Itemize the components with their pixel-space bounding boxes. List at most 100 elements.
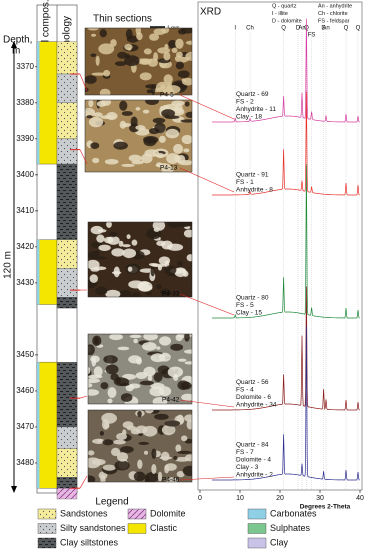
legend-swatch <box>247 508 267 520</box>
photo-border <box>87 409 193 483</box>
thin-section-photo <box>88 334 192 404</box>
composition-line: FS - 7 <box>236 449 254 456</box>
lithology-interval <box>56 41 78 75</box>
xrd-trace <box>212 326 360 481</box>
photo-arrow <box>179 476 235 481</box>
legend-label: Clay <box>270 537 289 547</box>
legend-swatch <box>127 523 147 534</box>
peak-label: An <box>322 26 329 32</box>
lithology-interval <box>56 361 78 428</box>
thin-sections-label: Thin sections <box>93 14 152 25</box>
lithology-interval <box>56 426 78 449</box>
depth-tick-label: 3460 <box>16 386 34 395</box>
x-tick-label: 10 <box>236 495 244 502</box>
depth-tick-label: 3470 <box>16 422 34 431</box>
xrd-trace <box>212 18 360 123</box>
depth-tick-label: 3370 <box>16 62 34 71</box>
legend-label: Silty sandstones <box>60 523 126 533</box>
photo-label: P4-42 <box>162 397 180 404</box>
mineral-interval <box>36 41 58 165</box>
peak-label: FS <box>308 33 316 39</box>
legend-label: Clay siltstones <box>60 537 119 547</box>
xrd-frame <box>197 1 363 491</box>
peak-label: Q <box>344 26 349 32</box>
x-tick-label: 30 <box>316 495 324 502</box>
depth-unit: m <box>12 46 20 57</box>
legend-label: Carbonates <box>270 508 317 518</box>
lithology-interval <box>56 102 78 139</box>
composition-line: Quartz - 69 <box>236 91 269 98</box>
mineral-key: I - illite <box>272 11 288 17</box>
photo-border <box>87 221 193 298</box>
photo-border <box>84 99 193 173</box>
composition-line: FS - 2 <box>236 99 254 106</box>
mineral-key: Q - quartz <box>272 3 297 9</box>
depth-tick-label: 3390 <box>16 134 34 143</box>
composition-line: Quartz - 84 <box>236 442 269 449</box>
lithology-interval <box>56 73 78 103</box>
sample-arrow <box>79 475 88 489</box>
sample-arrow <box>79 149 88 165</box>
lithology-interval <box>56 477 78 489</box>
peak-label: I <box>234 26 236 32</box>
lithology-interval <box>56 268 78 298</box>
composition-line: Anhydrite - 8 <box>236 187 273 194</box>
depth-tick-label: 3450 <box>16 350 34 359</box>
mineral-key: Ch - chlorite <box>318 11 348 17</box>
photo-arrow <box>179 293 235 316</box>
composition-line: Anhydrite - 2 <box>236 472 273 479</box>
mineral-edge <box>37 239 40 305</box>
span-label: 120 m <box>3 251 14 279</box>
composition-line: Quartz - 91 <box>236 172 269 179</box>
x-tick-label: 0 <box>198 495 202 502</box>
x-tick-label: 20 <box>276 495 284 502</box>
composition-line: Clay - 18 <box>236 114 262 121</box>
peak-label: D <box>321 26 326 32</box>
legend-swatch <box>247 537 267 549</box>
mineral-edge <box>37 41 40 165</box>
lithology-interval <box>56 239 78 269</box>
composition-line: Clay - 3 <box>236 464 259 471</box>
lithology-label: Lithology <box>62 16 73 56</box>
legend-swatch <box>37 508 57 520</box>
depth-tick-label: 3410 <box>16 206 34 215</box>
composition-line: FS - 1 <box>236 179 254 186</box>
depth-tick-label: 3380 <box>16 98 34 107</box>
legend-title: Legend <box>95 497 128 508</box>
mineral-edge <box>37 362 40 489</box>
mineral-interval <box>36 239 58 305</box>
lithology-interval <box>56 163 78 240</box>
peak-label: Ch <box>246 26 254 32</box>
legend-label: Dolomite <box>150 508 186 518</box>
legend-swatch <box>127 508 147 520</box>
photo-label: P4-5 <box>160 92 174 99</box>
photo-arrow <box>179 399 235 408</box>
xrd-trace <box>212 164 360 319</box>
mineral-key: An - anhydrite <box>318 3 352 9</box>
mineral-label: Mineral compos. <box>41 0 52 73</box>
composition-line: Quartz - 80 <box>236 295 269 302</box>
mineral-interval <box>36 361 58 489</box>
photo-border <box>87 333 193 405</box>
legend-swatch <box>37 523 57 534</box>
legend-swatch <box>37 537 57 549</box>
sample-arrow <box>79 395 88 399</box>
thin-section-photo <box>85 100 192 172</box>
thin-section-photo <box>88 410 192 482</box>
lithology-interval <box>56 297 78 309</box>
peak-label: Q <box>281 26 286 32</box>
peak-label: Q <box>356 26 361 32</box>
depth-tick-label: 3480 <box>16 458 34 467</box>
composition-line: FS - 4 <box>236 387 254 394</box>
x-axis-label: Degrees 2-Theta <box>300 504 351 511</box>
lithology-interval <box>56 138 78 165</box>
lithology-interval <box>56 488 78 500</box>
legend-label: Sulphates <box>270 523 311 533</box>
sample-arrow <box>79 73 88 92</box>
xrd-trace <box>212 91 360 196</box>
composition-line: Dolomite - 4 <box>236 457 271 464</box>
lithology-interval <box>56 448 78 478</box>
x-tick-label: 40 <box>356 495 364 502</box>
depth-tick-label: 3400 <box>16 170 34 179</box>
photo-label: P4-33 <box>162 291 180 298</box>
